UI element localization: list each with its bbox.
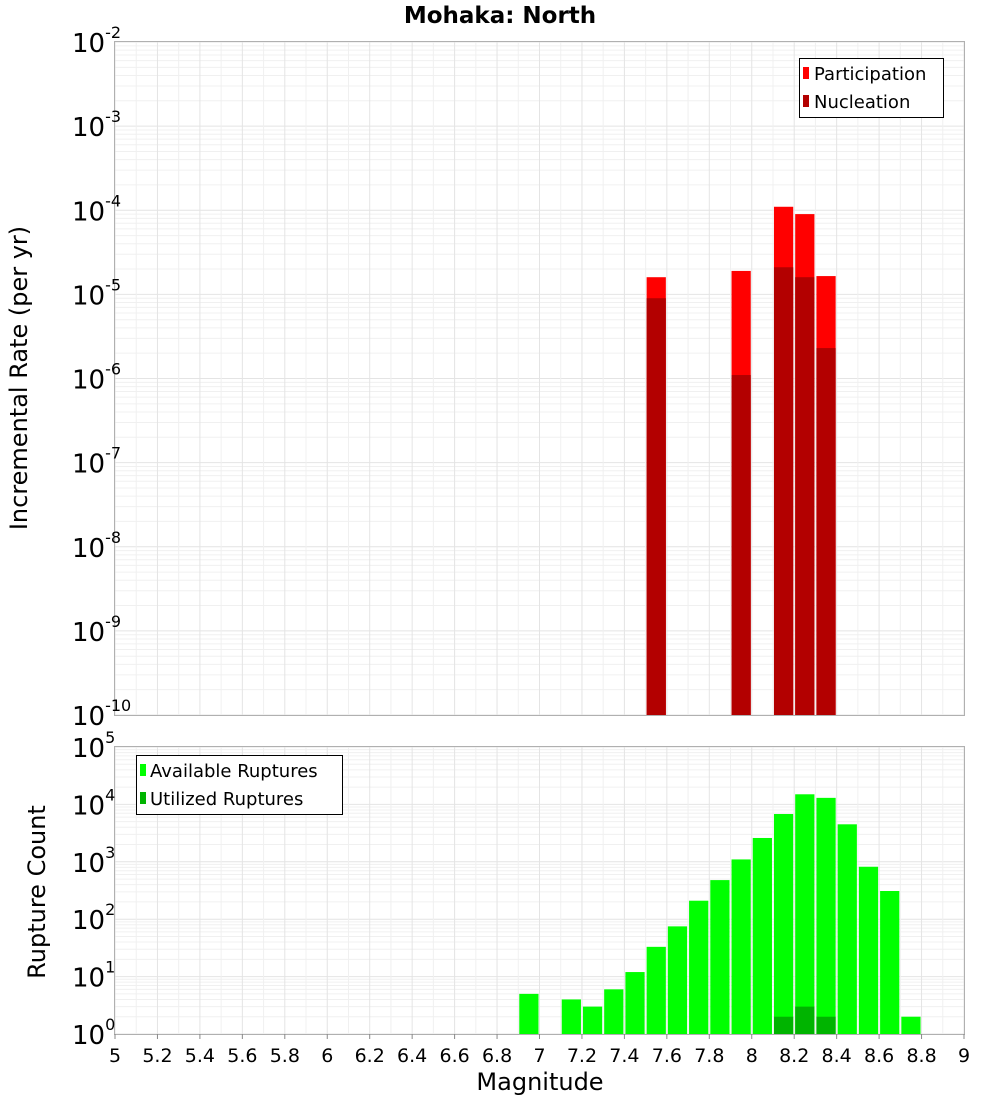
bar-available-ruptures xyxy=(901,1016,921,1034)
x-tick-label: 6.6 xyxy=(439,1045,469,1067)
x-tick-label: 7.8 xyxy=(694,1045,724,1067)
bar-available-ruptures xyxy=(816,797,836,1034)
bar-utilized-ruptures xyxy=(773,1016,794,1034)
top-y-ticks: 10-10 10-9 10-8 10-7 10-6 10-5 10-4 10-3 10-2 xyxy=(72,23,131,732)
x-tick-label: 7.6 xyxy=(652,1045,682,1067)
bar-nucleation xyxy=(795,277,815,715)
y-tick-exponent: 5 xyxy=(105,728,115,747)
y-tick-exponent: -9 xyxy=(105,612,121,631)
bar-utilized-ruptures xyxy=(795,1006,815,1034)
y-tick-label: 10-6 xyxy=(72,360,121,396)
y-tick-exponent: -4 xyxy=(105,191,121,210)
y-tick-label: 104 xyxy=(72,785,115,821)
bar-available-ruptures xyxy=(646,946,666,1034)
y-tick-label: 10-5 xyxy=(72,275,121,311)
bar-utilized-ruptures xyxy=(816,1016,836,1034)
legend-label-nucleation: Nucleation xyxy=(814,92,910,113)
y-tick-label: 103 xyxy=(72,843,115,879)
x-tick-label: 8.6 xyxy=(864,1045,894,1067)
y-tick-exponent: 1 xyxy=(105,958,115,977)
y-tick-label: 10-10 xyxy=(72,696,131,732)
top-plot-frame xyxy=(114,41,965,716)
x-tick-label: 8.2 xyxy=(779,1045,809,1067)
top-y-axis-label: Incremental Rate (per yr) xyxy=(5,226,33,530)
x-tick-label: 5.4 xyxy=(185,1045,215,1067)
y-tick-exponent: -6 xyxy=(105,360,121,379)
bar-available-ruptures xyxy=(731,859,751,1034)
y-tick-exponent: 4 xyxy=(105,785,115,804)
bar-available-ruptures xyxy=(667,926,688,1034)
x-tick-label: 5.6 xyxy=(227,1045,257,1067)
bottom-bars xyxy=(519,794,921,1034)
x-tick-label: 6.8 xyxy=(482,1045,512,1067)
y-tick-label: 105 xyxy=(72,728,115,764)
x-tick-label: 7.2 xyxy=(567,1045,597,1067)
y-tick-label: 102 xyxy=(72,900,115,936)
x-tick-label: 5.2 xyxy=(142,1045,172,1067)
y-tick-label: 10-4 xyxy=(72,191,121,227)
x-tick-label: 6.2 xyxy=(355,1045,385,1067)
bar-available-ruptures xyxy=(858,866,879,1034)
bar-available-ruptures xyxy=(519,993,539,1034)
x-tick-label: 6.4 xyxy=(397,1045,427,1067)
y-tick-label: 10-3 xyxy=(72,107,121,143)
bar-available-ruptures xyxy=(625,972,645,1034)
y-tick-label: 10-9 xyxy=(72,612,121,648)
x-axis-label: Magnitude xyxy=(476,1068,603,1096)
top-bars xyxy=(646,206,836,716)
y-tick-exponent: -8 xyxy=(105,528,121,547)
y-tick-exponent: -5 xyxy=(105,275,121,294)
legend-swatch-nucleation xyxy=(803,95,809,107)
legend-swatch-available-ruptures xyxy=(140,764,146,776)
x-tick-label: 8.4 xyxy=(822,1045,852,1067)
bar-nucleation xyxy=(646,298,666,715)
x-tick-label: 5.8 xyxy=(270,1045,300,1067)
bar-nucleation xyxy=(816,348,836,715)
y-tick-exponent: 2 xyxy=(105,900,115,919)
x-tick-label: 5 xyxy=(109,1045,121,1067)
bar-available-ruptures xyxy=(604,989,624,1034)
bar-available-ruptures xyxy=(773,814,794,1034)
bar-nucleation xyxy=(773,267,794,715)
x-tick-label: 6 xyxy=(321,1045,333,1067)
x-tick-label: 7.4 xyxy=(609,1045,639,1067)
bottom-y-axis-label: Rupture Count xyxy=(23,805,51,979)
bar-available-ruptures xyxy=(880,890,900,1034)
bar-available-ruptures xyxy=(752,837,772,1034)
x-tick-label: 9 xyxy=(958,1045,970,1067)
legend-label-available-ruptures: Available Ruptures xyxy=(150,761,318,782)
y-tick-label: 10-8 xyxy=(72,528,121,564)
y-tick-label: 10-2 xyxy=(72,23,121,59)
bar-available-ruptures xyxy=(582,1006,603,1034)
y-tick-exponent: 0 xyxy=(105,1015,115,1034)
bar-available-ruptures xyxy=(710,880,730,1034)
y-tick-label: 101 xyxy=(72,958,115,994)
chart-title: Mohaka: North xyxy=(404,3,596,29)
y-tick-exponent: -3 xyxy=(105,107,121,126)
bar-available-ruptures xyxy=(795,794,815,1034)
bottom-legend: Available Ruptures Utilized Ruptures xyxy=(136,755,343,815)
legend-label-utilized-ruptures: Utilized Ruptures xyxy=(150,789,303,810)
y-tick-exponent: -7 xyxy=(105,444,121,463)
legend-label-participation: Participation xyxy=(814,64,926,85)
x-tick-label: 7 xyxy=(533,1045,545,1067)
bar-available-ruptures xyxy=(689,900,709,1034)
bar-available-ruptures xyxy=(837,824,857,1034)
legend-swatch-participation xyxy=(803,67,809,79)
bar-nucleation xyxy=(731,375,751,715)
y-tick-exponent: -10 xyxy=(105,696,131,715)
y-tick-exponent: 3 xyxy=(105,843,115,862)
top-grid xyxy=(114,41,965,716)
y-tick-exponent: -2 xyxy=(105,23,121,42)
top-legend: Participation Nucleation xyxy=(799,58,944,118)
x-tick-label: 8 xyxy=(746,1045,758,1067)
legend-swatch-utilized-ruptures xyxy=(140,792,146,804)
y-tick-label: 10-7 xyxy=(72,444,121,480)
x-ticks: 5 5.2 5.4 5.6 5.8 6 6.2 6.4 6.6 6.8 7 7.2 7.4 7.6 7.8 8… xyxy=(109,1034,970,1067)
bar-available-ruptures xyxy=(561,999,581,1034)
x-tick-label: 8.8 xyxy=(906,1045,936,1067)
